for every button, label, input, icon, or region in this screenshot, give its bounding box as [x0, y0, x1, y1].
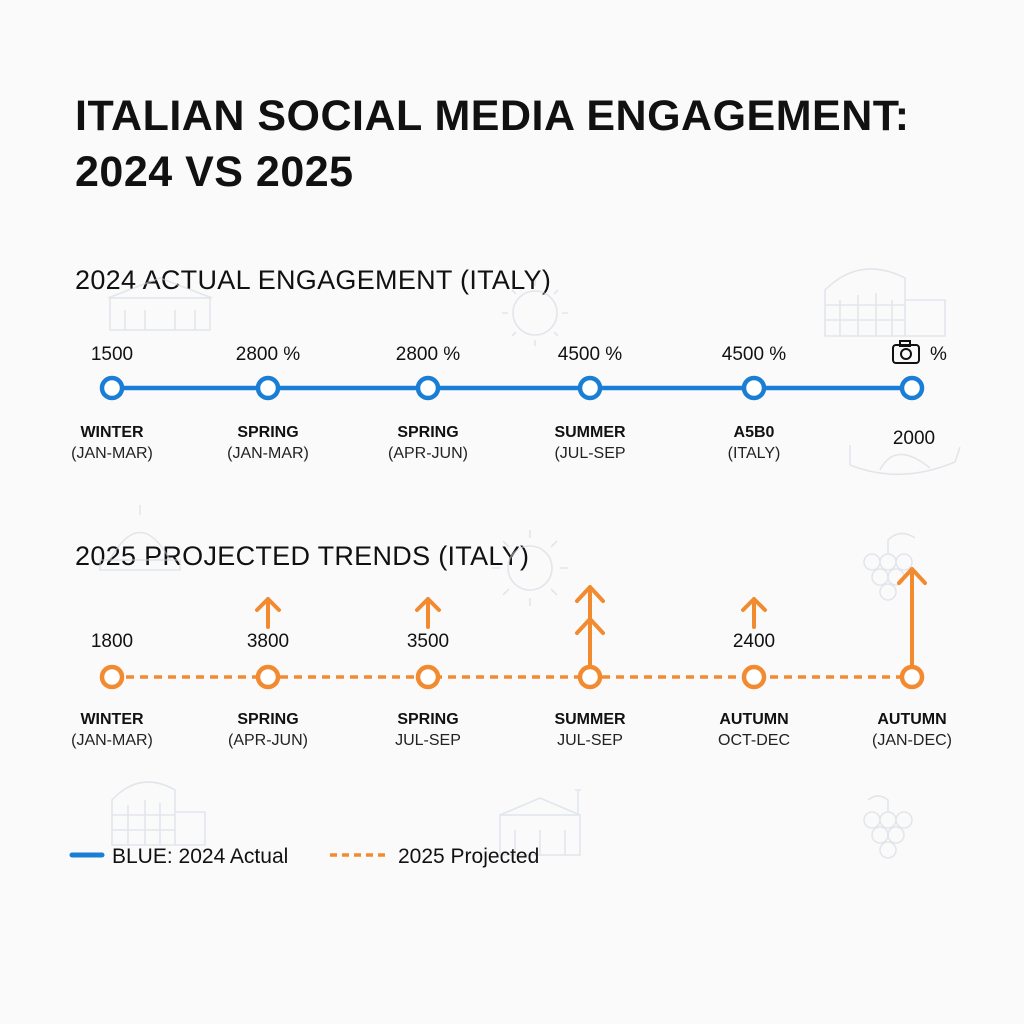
colosseum-outline-icon: [824, 268, 946, 337]
point-2025-range-0: (JAN-MAR): [71, 732, 153, 749]
point-2024-marker-3: [577, 375, 603, 401]
point-2024-value-0: 1500: [91, 344, 133, 365]
point-2025-range-3: JUL-SEP: [557, 732, 623, 749]
point-2025-value-4: 2400: [733, 631, 775, 652]
chart-title: ITALIAN SOCIAL MEDIA ENGAGEMENT: 2024 VS…: [75, 88, 910, 200]
point-2024-season-4: A5B0: [734, 424, 775, 441]
point-2025-season-3: SUMMER: [554, 711, 626, 728]
chart-title-line-2: 2024 VS 2025: [75, 148, 354, 196]
series-2025-projected: 1800 WINTER (JAN-MAR) 3800 SPRING (APR-JUN) 35…: [71, 567, 952, 749]
grapes-outline-icon: [863, 532, 916, 601]
point-2024-season-1: SPRING: [237, 424, 298, 441]
sun-outline-icon-2: [492, 530, 568, 606]
point-2025-range-1: (APR-JUN): [228, 732, 308, 749]
point-2025-range-2: JUL-SEP: [395, 732, 461, 749]
point-2024-range-0: (JAN-MAR): [71, 445, 153, 462]
point-2025-season-0: WINTER: [80, 711, 144, 728]
point-2024-value-1: 2800 %: [236, 344, 301, 365]
dome-outline-icon: [99, 505, 181, 571]
point-2024-range-1: (JAN-MAR): [227, 445, 309, 462]
point-2025-marker-4: [741, 664, 767, 690]
point-2024-range-2: (APR-JUN): [388, 445, 468, 462]
point-2025-arrow-1: [255, 597, 281, 629]
point-2025-value-1: 3800: [247, 631, 289, 652]
point-2025-value-2: 3500: [407, 631, 449, 652]
point-2025-marker-0: [99, 664, 125, 690]
point-2025-range-5: (JAN-DEC): [872, 732, 952, 749]
point-2025-season-5: AUTUMN: [877, 711, 946, 728]
point-2025-marker-3: [577, 664, 603, 690]
point-2025-arrow-2: [415, 597, 441, 629]
point-2025-range-4: OCT-DEC: [718, 732, 790, 749]
point-2025-value-0: 1800: [91, 631, 133, 652]
point-2024-marker-4: [741, 375, 767, 401]
point-2024-marker-2: [415, 375, 441, 401]
point-2024-season-2: SPRING: [397, 424, 458, 441]
point-2024-marker-1: [255, 375, 281, 401]
building-outline-icon: [499, 789, 581, 856]
point-2024-value-2: 2800 %: [396, 344, 461, 365]
point-2024-range-4: (ITALY): [728, 445, 781, 462]
point-2025-season-4: AUTUMN: [719, 711, 788, 728]
section-2025-title: 2025 PROJECTED TRENDS (ITALY): [75, 541, 530, 571]
background-decorations: [99, 268, 961, 859]
camera-icon: [892, 340, 920, 364]
point-2025-marker-5: [899, 664, 925, 690]
legend-label-2024: BLUE: 2024 Actual: [112, 845, 288, 868]
legend-label-2025: 2025 Projected: [398, 845, 539, 868]
point-2025-arrow-5: [897, 567, 927, 667]
colosseum-outline-icon-2: [111, 781, 206, 846]
point-2025-marker-2: [415, 664, 441, 690]
chart-title-line-1: ITALIAN SOCIAL MEDIA ENGAGEMENT:: [75, 92, 910, 140]
grapes-outline-icon-2: [863, 795, 913, 859]
point-2024-range-3: (JUL-SEP: [554, 445, 625, 462]
legend: BLUE: 2024 Actual 2025 Projected: [69, 845, 539, 868]
point-2025-arrow-4: [741, 597, 767, 629]
point-2025-marker-1: [255, 664, 281, 690]
point-2024-range-5: 2000: [893, 428, 935, 449]
point-2024-value-5: %: [930, 344, 947, 365]
point-2025-arrow-3: [575, 585, 605, 667]
point-2024-season-3: SUMMER: [554, 424, 626, 441]
villa-outline-icon: [107, 277, 213, 331]
point-2024-value-4: 4500 %: [722, 344, 787, 365]
point-2024-season-0: WINTER: [80, 424, 144, 441]
gondola-outline-icon: [849, 445, 961, 476]
point-2025-season-1: SPRING: [237, 711, 298, 728]
point-2025-season-2: SPRING: [397, 711, 458, 728]
sun-outline-icon: [502, 280, 568, 346]
point-2024-marker-5: [899, 375, 925, 401]
series-2024-actual: 1500 WINTER (JAN-MAR) 2800 % SPRING (JAN-MAR)…: [71, 340, 947, 462]
point-2024-marker-0: [99, 375, 125, 401]
point-2024-value-3: 4500 %: [558, 344, 623, 365]
